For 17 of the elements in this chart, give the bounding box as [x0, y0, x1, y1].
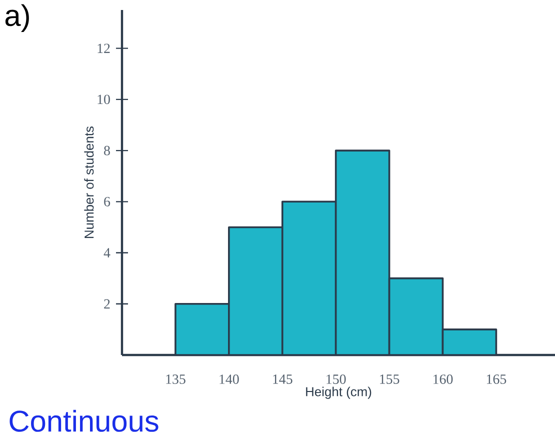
x-tick-label: 155 [380, 374, 400, 384]
y-tick-label: 12 [98, 44, 110, 53]
x-tick-label: 160 [434, 374, 453, 384]
y-tick-label: 8 [104, 146, 110, 156]
x-tick-label: 145 [273, 374, 292, 384]
y-axis-title: Number of students [84, 126, 94, 238]
x-tick-label: 135 [166, 374, 186, 384]
y-tick-label: 6 [104, 196, 110, 206]
x-tick-label: 140 [220, 374, 239, 384]
x-tick-label: 165 [486, 374, 506, 384]
text: Continuous [10, 410, 158, 432]
text: a) [5, 4, 29, 32]
y-tick-label: 4 [104, 248, 110, 258]
y-tick-label: 2 [104, 299, 110, 309]
y-tick-label: 10 [98, 94, 110, 104]
x-axis-title: Height (cm) [306, 386, 372, 399]
x-tick-label: 150 [326, 374, 346, 384]
